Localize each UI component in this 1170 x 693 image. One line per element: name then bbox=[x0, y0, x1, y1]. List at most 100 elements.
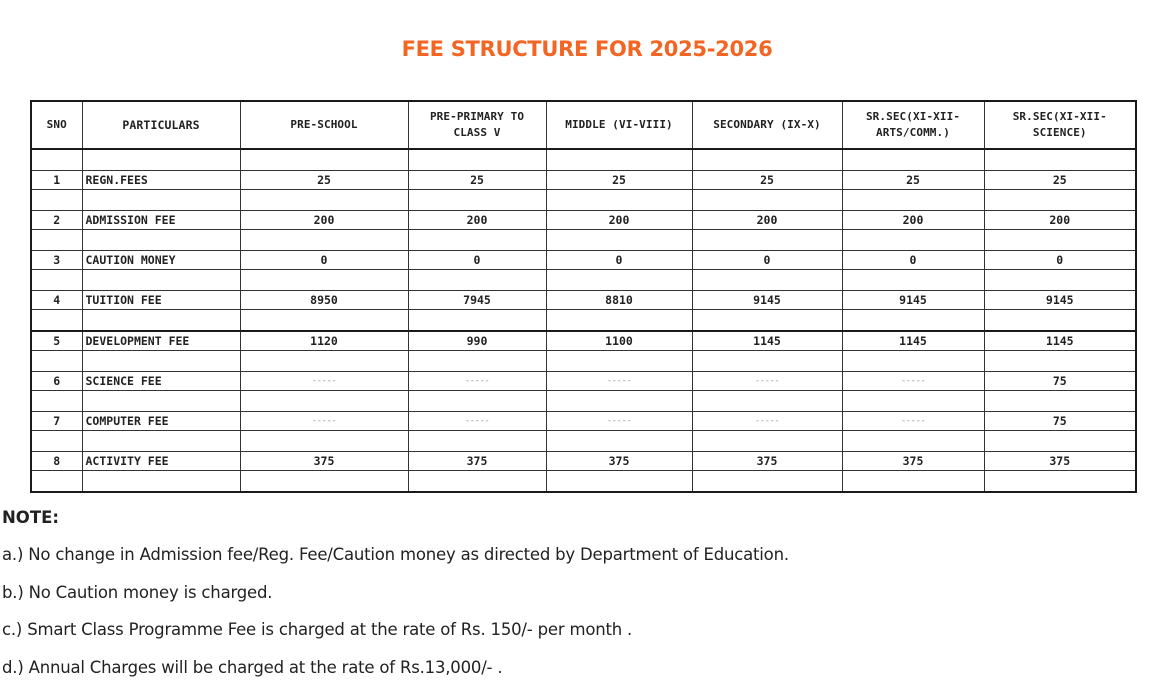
notes-section: NOTE: a.) No change in Admission fee/Reg… bbox=[2, 506, 789, 693]
header-pre-primary-line2: CLASS V bbox=[453, 126, 501, 139]
cell-sno: 2 bbox=[30, 210, 83, 230]
fee-table-body: 1 REGN.FEES 25 25 25 25 25 25 2 ADMISSION FEE 200 2… bbox=[30, 148, 1137, 493]
table-row: 3 CAUTION MONEY 0 0 0 0 0 0 bbox=[30, 250, 1137, 270]
spacer-cell bbox=[545, 350, 693, 372]
spacer-cell bbox=[983, 390, 1137, 412]
spacer-cell bbox=[691, 189, 843, 211]
cell-fee-value: ----- bbox=[239, 371, 409, 391]
spacer-cell bbox=[841, 189, 985, 211]
cell-fee-value: ----- bbox=[691, 371, 843, 391]
header-sr-sec-science-line2: SCIENCE) bbox=[1032, 126, 1087, 139]
cell-particular: REGN.FEES bbox=[81, 170, 241, 190]
cell-fee-value: 200 bbox=[841, 210, 985, 230]
cell-fee-value: 200 bbox=[545, 210, 693, 230]
spacer-cell bbox=[30, 309, 83, 332]
spacer-cell bbox=[239, 470, 409, 493]
table-spacer-row bbox=[30, 350, 1137, 372]
cell-fee-value: ----- bbox=[691, 411, 843, 431]
header-sr-sec-science: SR.SEC(XI-XII- SCIENCE) bbox=[983, 100, 1137, 150]
cell-fee-value: 0 bbox=[239, 250, 409, 270]
cell-fee-value: 75 bbox=[983, 411, 1137, 431]
spacer-cell bbox=[545, 189, 693, 211]
table-spacer-row bbox=[30, 269, 1137, 291]
cell-fee-value: 25 bbox=[983, 170, 1137, 190]
spacer-cell bbox=[691, 269, 843, 291]
cell-particular: CAUTION MONEY bbox=[81, 250, 241, 270]
cell-sno: 8 bbox=[30, 451, 83, 471]
spacer-cell bbox=[239, 430, 409, 452]
table-row: 8 ACTIVITY FEE 375 375 375 375 375 375 bbox=[30, 451, 1137, 471]
table-row: 5 DEVELOPMENT FEE 1120 990 1100 1145 1145 1145 bbox=[30, 330, 1137, 351]
table-row: 1 REGN.FEES 25 25 25 25 25 25 bbox=[30, 170, 1137, 190]
cell-fee-value: 375 bbox=[545, 451, 693, 471]
cell-fee-value: 8810 bbox=[545, 290, 693, 310]
spacer-cell bbox=[545, 390, 693, 412]
spacer-cell bbox=[545, 430, 693, 452]
header-pre-primary-line1: PRE-PRIMARY TO bbox=[429, 110, 525, 123]
cell-fee-value: 8950 bbox=[239, 290, 409, 310]
cell-particular: ACTIVITY FEE bbox=[81, 451, 241, 471]
header-sno: SNO bbox=[30, 100, 83, 150]
spacer-cell bbox=[407, 189, 547, 211]
cell-fee-value: 0 bbox=[545, 250, 693, 270]
spacer-cell bbox=[239, 189, 409, 211]
header-pre-school: PRE-SCHOOL bbox=[239, 100, 409, 150]
fee-table: SNO PARTICULARS PRE-SCHOOL PRE-PRIMARY T… bbox=[30, 100, 1137, 493]
header-pre-primary: PRE-PRIMARY TO CLASS V bbox=[407, 100, 547, 150]
spacer-cell bbox=[983, 229, 1137, 251]
spacer-cell bbox=[983, 350, 1137, 372]
spacer-cell bbox=[691, 350, 843, 372]
header-sr-sec-arts-line2: ARTS/COMM.) bbox=[876, 126, 950, 139]
spacer-cell bbox=[30, 189, 83, 211]
cell-fee-value: 9145 bbox=[691, 290, 843, 310]
cell-fee-value: 200 bbox=[407, 210, 547, 230]
spacer-cell bbox=[81, 189, 241, 211]
spacer-cell bbox=[407, 470, 547, 493]
notes-heading: NOTE: bbox=[2, 508, 59, 527]
cell-fee-value: 9145 bbox=[841, 290, 985, 310]
cell-fee-value: 25 bbox=[407, 170, 547, 190]
table-spacer-row bbox=[30, 390, 1137, 412]
note-item: d.) Annual Charges will be charged at th… bbox=[2, 657, 503, 677]
spacer-cell bbox=[81, 148, 241, 171]
table-spacer-row bbox=[30, 148, 1137, 171]
spacer-cell bbox=[239, 269, 409, 291]
spacer-cell bbox=[81, 309, 241, 332]
cell-fee-value: ----- bbox=[545, 371, 693, 391]
cell-fee-value: 375 bbox=[983, 451, 1137, 471]
header-secondary: SECONDARY (IX-X) bbox=[691, 100, 843, 150]
table-spacer-row bbox=[30, 470, 1137, 493]
header-sr-sec-arts-line1: SR.SEC(XI-XII- bbox=[865, 110, 961, 123]
cell-fee-value: ----- bbox=[545, 411, 693, 431]
spacer-cell bbox=[81, 269, 241, 291]
cell-fee-value: 0 bbox=[983, 250, 1137, 270]
cell-fee-value: 1120 bbox=[239, 330, 409, 351]
spacer-cell bbox=[407, 229, 547, 251]
spacer-cell bbox=[841, 148, 985, 171]
cell-particular: TUITION FEE bbox=[81, 290, 241, 310]
spacer-cell bbox=[81, 430, 241, 452]
cell-particular: COMPUTER FEE bbox=[81, 411, 241, 431]
header-middle: MIDDLE (VI-VIII) bbox=[545, 100, 693, 150]
note-item: a.) No change in Admission fee/Reg. Fee/… bbox=[2, 545, 789, 564]
table-header-row: SNO PARTICULARS PRE-SCHOOL PRE-PRIMARY T… bbox=[30, 100, 1137, 150]
spacer-cell bbox=[239, 309, 409, 332]
spacer-cell bbox=[30, 148, 83, 171]
spacer-cell bbox=[239, 148, 409, 171]
spacer-cell bbox=[407, 390, 547, 412]
table-spacer-row bbox=[30, 229, 1137, 251]
spacer-cell bbox=[30, 430, 83, 452]
spacer-cell bbox=[841, 390, 985, 412]
cell-fee-value: 9145 bbox=[983, 290, 1137, 310]
cell-fee-value: ----- bbox=[841, 371, 985, 391]
note-item: b.) No Caution money is charged. bbox=[2, 582, 273, 602]
spacer-cell bbox=[983, 269, 1137, 291]
spacer-cell bbox=[407, 350, 547, 372]
spacer-cell bbox=[545, 470, 693, 493]
cell-fee-value: 0 bbox=[691, 250, 843, 270]
header-sr-sec-arts: SR.SEC(XI-XII- ARTS/COMM.) bbox=[841, 100, 985, 150]
spacer-cell bbox=[30, 470, 83, 493]
spacer-cell bbox=[545, 148, 693, 171]
header-sr-sec-science-line1: SR.SEC(XI-XII- bbox=[1012, 110, 1107, 123]
cell-fee-value: ----- bbox=[407, 411, 547, 431]
